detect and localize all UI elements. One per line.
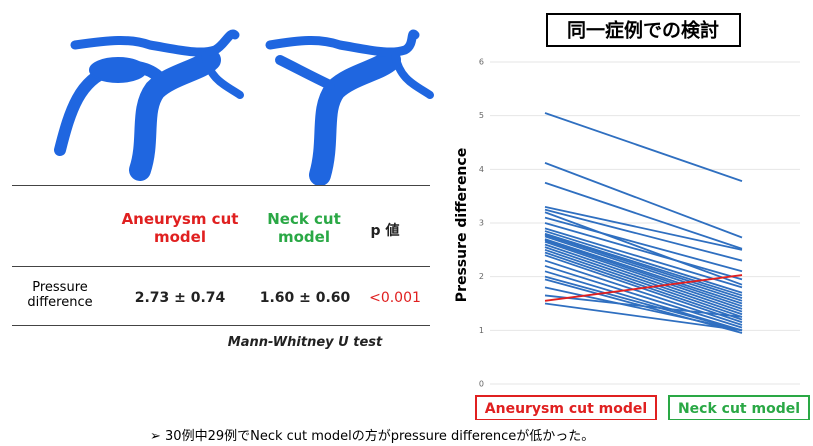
- x-category-label: Aneurysm cut model: [485, 401, 647, 417]
- case-line: [545, 210, 742, 261]
- y-tick-label: 4: [479, 165, 484, 174]
- y-tick-label: 5: [479, 111, 484, 120]
- bullet-text: 30例中29例でNeck cut modelの方がpressure differ…: [165, 429, 594, 444]
- y-tick-label: 2: [479, 272, 484, 281]
- y-tick-label: 1: [479, 326, 484, 335]
- y-axis-label: Pressure difference: [454, 148, 470, 302]
- y-tick-label: 6: [479, 58, 484, 67]
- chart: 同一症例での検討 Pressure difference 0 1 2 3 4 5 6 Aneu…: [0, 0, 813, 420]
- bullet: ➢ 30例中29例でNeck cut modelの方がpressure diff…: [150, 425, 594, 444]
- chart-title: 同一症例での検討: [567, 19, 719, 42]
- case-line: [545, 113, 742, 181]
- case-line: [545, 236, 742, 300]
- y-tick-label: 3: [479, 219, 484, 228]
- case-line: [545, 183, 742, 249]
- x-category-label: Neck cut model: [678, 401, 800, 417]
- slide: Aneurysm cut model Neck cut model p 値 Pr…: [0, 0, 813, 446]
- y-tick-label: 0: [479, 380, 484, 389]
